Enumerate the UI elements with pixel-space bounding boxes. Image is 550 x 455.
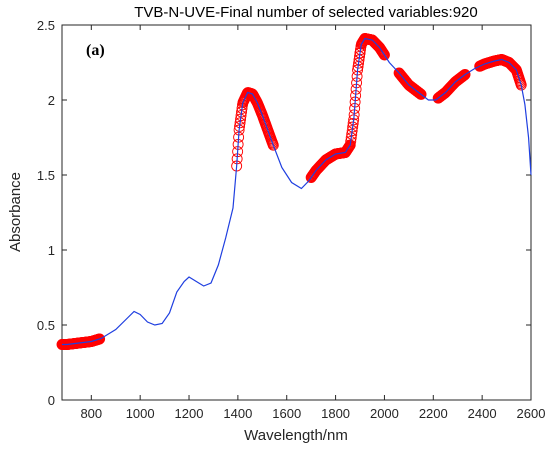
y-tick-label: 2.5 xyxy=(37,18,55,33)
y-tick-label: 1 xyxy=(48,243,55,258)
selected-variable-point xyxy=(234,117,246,129)
selected-variable-point xyxy=(515,79,527,91)
y-tick-label: 2 xyxy=(48,93,55,108)
selected-variable-point xyxy=(345,135,357,147)
x-tick-label: 2600 xyxy=(517,406,546,421)
x-tick-label: 1600 xyxy=(272,406,301,421)
y-tick-label: 0.5 xyxy=(37,318,55,333)
selected-variable-point xyxy=(347,121,359,133)
selected-variable-point xyxy=(235,113,247,125)
y-tick-label: 0 xyxy=(48,393,55,408)
x-tick-label: 1800 xyxy=(321,406,350,421)
selected-variable-point xyxy=(267,139,279,151)
selected-variable-point xyxy=(345,132,357,144)
x-axis-title: Wavelength/nm xyxy=(244,427,348,444)
spectrum-line xyxy=(62,37,532,346)
selected-variable-point xyxy=(346,128,358,140)
y-tick-label: 1.5 xyxy=(37,168,55,183)
x-tick-label: 1200 xyxy=(175,406,204,421)
selected-variable-point xyxy=(378,49,390,61)
selected-variable-point xyxy=(344,139,356,151)
x-tick-label: 2200 xyxy=(419,406,448,421)
x-tick-label: 1400 xyxy=(223,406,252,421)
x-axis: 800 1000 1200 1400 1600 1800 2000 2200 2400 2600 xyxy=(80,25,545,421)
selected-variable-point xyxy=(347,117,359,129)
x-tick-label: 2400 xyxy=(468,406,497,421)
x-tick-label: 2000 xyxy=(370,406,399,421)
axes-box xyxy=(61,24,532,401)
selected-variable-point xyxy=(508,62,520,73)
x-tick-label: 1000 xyxy=(126,406,155,421)
plot-area: (a) xyxy=(56,24,532,401)
selected-variable-point xyxy=(459,69,471,80)
y-axis-title: Absorbance xyxy=(7,172,24,252)
selected-variable-point xyxy=(94,333,106,345)
chart-title: TVB-N-UVE-Final number of selected varia… xyxy=(134,4,477,21)
panel-label: (a) xyxy=(86,42,105,59)
selected-variable-point xyxy=(235,110,247,122)
x-tick-label: 800 xyxy=(80,406,102,421)
selected-variable-point xyxy=(415,88,427,100)
selected-variable-point xyxy=(346,125,358,137)
y-axis: 0 0.5 1 1.5 2 2.5 xyxy=(37,18,531,408)
